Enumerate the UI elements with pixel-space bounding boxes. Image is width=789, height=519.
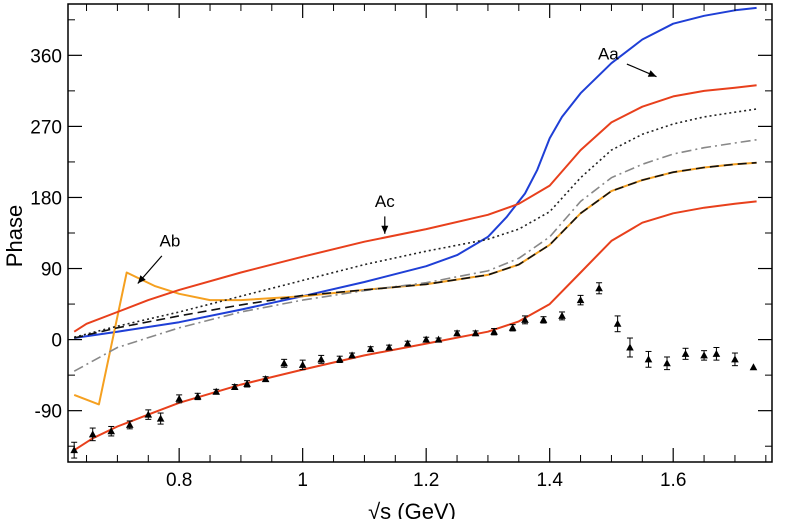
- data-point-marker: [212, 387, 221, 395]
- data-point-marker: [175, 394, 183, 402]
- data-point-marker: [317, 355, 325, 363]
- data-point-marker: [243, 379, 251, 387]
- data-point-marker: [626, 343, 634, 351]
- axis-ticks: 0.8 1 1.2 1.4 1.6 -90 0 90 180 270 360: [30, 4, 772, 491]
- data-point-marker: [731, 355, 739, 363]
- data-point-marker: [576, 296, 585, 304]
- annotation-arrow-head: [647, 70, 657, 77]
- data-point-marker: [70, 446, 78, 454]
- data-point-marker: [366, 345, 375, 353]
- data-point-marker: [156, 414, 165, 422]
- annotation-label-Ac: Ac: [375, 192, 395, 211]
- data-point-marker: [261, 375, 270, 383]
- x-axis-title: √s (GeV): [368, 499, 456, 519]
- data-point-marker: [453, 329, 461, 337]
- y-tick-label: -90: [35, 402, 62, 423]
- data-point-marker: [230, 382, 239, 390]
- series-line-Aa: [74, 6, 757, 339]
- series-line-dotted: [74, 108, 757, 338]
- data-point-marker: [385, 343, 393, 351]
- data-point-marker: [644, 355, 653, 363]
- x-tick-label: 1.6: [660, 470, 686, 491]
- data-point-marker: [471, 329, 480, 337]
- x-tick-label: 1.4: [536, 470, 563, 491]
- data-point-marker: [88, 430, 97, 438]
- y-tick-label: 270: [30, 117, 62, 138]
- data-point-marker: [193, 392, 202, 400]
- y-tick-label: 90: [41, 260, 62, 281]
- data-point-marker: [434, 335, 443, 343]
- data-point-marker: [558, 311, 566, 319]
- data-point-marker: [280, 359, 288, 367]
- y-axis-title: Phase: [2, 205, 27, 267]
- y-tick-label: 360: [30, 46, 62, 67]
- data-point-marker: [403, 339, 412, 347]
- y-tick-label: 180: [30, 188, 62, 209]
- series-line-dashed: [74, 161, 757, 339]
- data-point-marker: [539, 315, 548, 323]
- data-point-marker: [712, 349, 721, 357]
- data-point-marker: [107, 427, 116, 435]
- series-line-dash-dot: [73, 139, 757, 372]
- series-line-Ac: [73, 84, 757, 333]
- x-tick-label: 0.8: [166, 470, 192, 491]
- y-tick-label: 0: [51, 331, 62, 352]
- annotation-arrow-head: [137, 275, 146, 284]
- data-point-marker: [490, 327, 498, 335]
- data-point-marker: [335, 355, 344, 363]
- x-tick-label: 1: [297, 470, 308, 491]
- data-point-marker: [681, 349, 690, 357]
- annotation-label-Ab: Ab: [159, 231, 180, 250]
- data-point-marker: [125, 420, 134, 428]
- series-line-Ab: [73, 161, 757, 406]
- data-point-marker: [508, 323, 517, 331]
- annotation-arrow-head: [381, 225, 389, 234]
- data-point-marker: [144, 410, 153, 418]
- data-point-marker: [700, 351, 708, 359]
- plot-area: Aa Ab Ac: [70, 6, 758, 459]
- data-point-marker: [595, 284, 603, 292]
- data-point-marker: [521, 315, 529, 323]
- data-point-marker: [663, 359, 671, 367]
- data-point-marker: [298, 360, 307, 368]
- data-point-marker: [749, 363, 758, 371]
- annotation-label-Aa: Aa: [598, 44, 619, 63]
- data-point-marker: [348, 351, 356, 359]
- data-point-marker: [422, 335, 430, 343]
- x-tick-label: 1.2: [413, 470, 439, 491]
- data-point-marker: [613, 319, 622, 327]
